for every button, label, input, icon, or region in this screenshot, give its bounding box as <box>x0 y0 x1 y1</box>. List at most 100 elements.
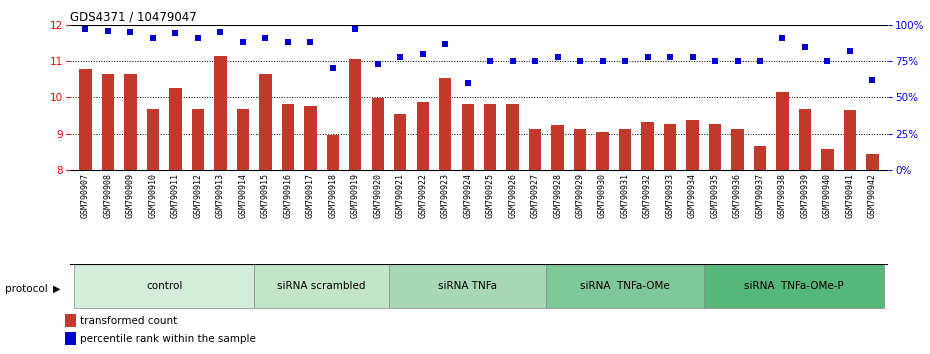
Text: control: control <box>146 281 182 291</box>
Point <box>235 39 250 45</box>
Text: GSM790942: GSM790942 <box>868 173 877 218</box>
Text: GSM790926: GSM790926 <box>508 173 517 218</box>
Text: siRNA TNFa: siRNA TNFa <box>438 281 498 291</box>
Point <box>326 65 340 71</box>
Point <box>708 58 723 64</box>
Text: GSM790927: GSM790927 <box>531 173 539 218</box>
Text: GSM790930: GSM790930 <box>598 173 607 218</box>
Bar <box>777 92 789 170</box>
Point <box>483 58 498 64</box>
Bar <box>192 109 204 170</box>
Bar <box>389 264 547 308</box>
Text: GSM790918: GSM790918 <box>328 173 338 218</box>
Bar <box>349 58 362 170</box>
Text: GSM790936: GSM790936 <box>733 173 742 218</box>
Text: GSM790917: GSM790917 <box>306 173 315 218</box>
Point <box>100 28 115 33</box>
Point <box>730 58 745 64</box>
Bar <box>664 124 676 170</box>
Bar <box>254 264 389 308</box>
Text: ▶: ▶ <box>53 284 60 293</box>
Text: GSM790909: GSM790909 <box>126 173 135 218</box>
Point <box>370 61 385 67</box>
Text: GSM790919: GSM790919 <box>351 173 360 218</box>
Text: GSM790929: GSM790929 <box>576 173 585 218</box>
Point <box>258 35 272 41</box>
Point <box>685 54 700 59</box>
Point <box>505 58 520 64</box>
Text: GSM790911: GSM790911 <box>171 173 179 218</box>
Bar <box>704 264 884 308</box>
Bar <box>551 125 564 170</box>
Bar <box>417 102 429 170</box>
Text: GSM790913: GSM790913 <box>216 173 225 218</box>
Bar <box>304 107 316 170</box>
Point <box>551 54 565 59</box>
Text: GSM790912: GSM790912 <box>193 173 203 218</box>
Bar <box>596 132 609 170</box>
Bar <box>125 74 137 170</box>
Point <box>640 54 655 59</box>
Bar <box>529 129 541 170</box>
Text: GSM790934: GSM790934 <box>688 173 698 218</box>
Text: GSM790923: GSM790923 <box>441 173 450 218</box>
Bar <box>799 109 811 170</box>
Text: GSM790914: GSM790914 <box>238 173 247 218</box>
Text: GSM790933: GSM790933 <box>666 173 674 218</box>
Text: GSM790938: GSM790938 <box>778 173 787 218</box>
Bar <box>821 149 833 170</box>
Bar <box>574 129 586 170</box>
Point <box>865 77 880 83</box>
Point <box>595 58 610 64</box>
Bar <box>372 98 384 170</box>
Point <box>843 48 857 54</box>
Point <box>573 58 588 64</box>
Text: GDS4371 / 10479047: GDS4371 / 10479047 <box>70 11 196 24</box>
Bar <box>259 74 272 170</box>
Bar <box>754 146 766 170</box>
Bar <box>237 109 249 170</box>
Bar <box>439 79 451 170</box>
Point <box>527 58 542 64</box>
Text: GSM790931: GSM790931 <box>620 173 630 218</box>
Text: protocol: protocol <box>5 284 47 293</box>
Text: GSM790920: GSM790920 <box>373 173 382 218</box>
Bar <box>74 264 254 308</box>
Text: GSM790910: GSM790910 <box>149 173 157 218</box>
Bar <box>844 110 857 170</box>
Point <box>123 29 138 35</box>
Point <box>416 51 431 57</box>
Bar <box>507 103 519 170</box>
Text: GSM790922: GSM790922 <box>418 173 427 218</box>
Point <box>460 80 475 86</box>
Text: GSM790921: GSM790921 <box>396 173 405 218</box>
Point <box>78 26 93 32</box>
Text: GSM790908: GSM790908 <box>103 173 113 218</box>
Bar <box>79 69 92 170</box>
Bar <box>484 103 497 170</box>
Bar <box>731 129 744 170</box>
Point <box>191 35 206 41</box>
Point <box>618 58 632 64</box>
Text: GSM790907: GSM790907 <box>81 173 90 218</box>
Text: transformed count: transformed count <box>80 316 178 326</box>
Text: GSM790915: GSM790915 <box>260 173 270 218</box>
Text: siRNA  TNFa-OMe-P: siRNA TNFa-OMe-P <box>744 281 844 291</box>
Bar <box>214 56 227 170</box>
Text: GSM790925: GSM790925 <box>485 173 495 218</box>
Point <box>775 35 790 41</box>
Point <box>392 54 407 59</box>
Text: GSM790932: GSM790932 <box>643 173 652 218</box>
Point <box>798 44 813 50</box>
Point <box>752 58 767 64</box>
Text: GSM790916: GSM790916 <box>284 173 292 218</box>
Text: GSM790924: GSM790924 <box>463 173 472 218</box>
Bar <box>642 122 654 170</box>
Point <box>820 58 835 64</box>
Bar <box>709 124 721 170</box>
Point <box>438 41 453 46</box>
Bar <box>461 103 474 170</box>
Bar <box>686 120 698 170</box>
Point <box>662 54 677 59</box>
Bar <box>618 129 631 170</box>
